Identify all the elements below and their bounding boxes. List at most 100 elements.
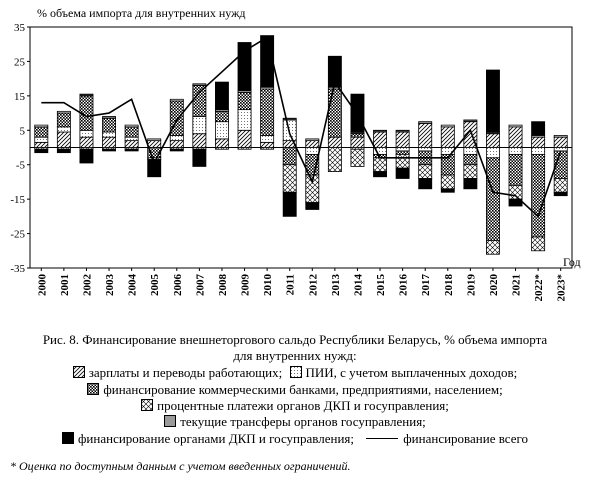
- bar-segment: [486, 69, 500, 133]
- bar-segment: [56, 112, 71, 128]
- bar-segment: [34, 126, 49, 138]
- bar-segment: [305, 147, 320, 155]
- bar-segment: [508, 124, 523, 128]
- legend-swatch-transfers: [164, 415, 177, 427]
- bar-segment: [486, 157, 500, 241]
- bar-segment: [237, 147, 252, 150]
- y-axis-label: % объема импорта для внутренних нужд: [37, 6, 246, 20]
- bar-segment: [169, 140, 184, 148]
- x-tick-label: 2001: [59, 274, 71, 296]
- bar-segment: [124, 136, 139, 142]
- bar-segment: [215, 138, 229, 148]
- bar-segment: [169, 148, 184, 152]
- bar-segment: [79, 148, 94, 164]
- bar-segment: [282, 117, 297, 121]
- bar-segment: [531, 147, 546, 155]
- bar-segment: [192, 83, 207, 86]
- bar-segment: [260, 88, 275, 136]
- bar-segment: [34, 148, 49, 154]
- y-tick-label: 35: [14, 22, 26, 34]
- x-tick-label: 2013: [330, 274, 342, 297]
- bar-segment: [395, 153, 410, 169]
- legend-label-fdi: ПИИ, с учетом выплаченных доходов;: [305, 365, 518, 380]
- bar-segment: [305, 202, 320, 210]
- bar-segment: [553, 147, 568, 152]
- bar-segment: [102, 131, 116, 138]
- y-tick-label: 25: [14, 56, 26, 68]
- y-tick-label: 5: [20, 125, 26, 137]
- bar-segment: [418, 121, 433, 124]
- x-tick-label: 2021: [511, 274, 523, 296]
- legend-row-2: финансирование коммерческими банками, пр…: [0, 382, 590, 398]
- x-tick-label: 2023*: [556, 274, 568, 302]
- bar-segment: [553, 136, 568, 148]
- bar-segment: [418, 164, 433, 179]
- x-tick-label: 2020: [488, 274, 500, 297]
- bar-segment: [215, 110, 229, 123]
- bar-segment: [215, 81, 229, 111]
- total-line: [41, 36, 562, 218]
- figure-caption-line2: для внутренних нужд:: [233, 348, 357, 363]
- bar-segment: [531, 136, 546, 148]
- bar-segment: [305, 138, 320, 142]
- legend-item-gov: финансирование органами ДКП и госуправле…: [62, 431, 354, 447]
- bar-segment: [418, 147, 433, 152]
- bar-segment: [260, 147, 275, 150]
- bar-segment: [440, 174, 455, 190]
- figure-caption-line1: Рис. 8. Финансирование внешнеторгового с…: [42, 332, 548, 347]
- legend-label-banks: финансирование коммерческими банками, пр…: [103, 382, 503, 397]
- legend-row-5: финансирование органами ДКП и госуправле…: [0, 431, 590, 447]
- legend-row-1: зарплаты и переводы работающих; ПИИ, с у…: [0, 365, 590, 381]
- bar-segment: [553, 135, 568, 138]
- x-tick-label: 2003: [104, 274, 116, 297]
- bar-segment: [418, 178, 433, 190]
- bar-segment: [486, 240, 500, 255]
- bar-segment: [237, 129, 252, 148]
- y-tick-label: -25: [10, 229, 25, 241]
- x-tick-label: 2018: [443, 274, 455, 297]
- x-tick-label: 2016: [398, 274, 410, 297]
- x-tick-label: 2011: [285, 274, 297, 295]
- bar-segment: [373, 131, 387, 148]
- legend-line-total: [366, 438, 399, 439]
- bar-segment: [147, 138, 162, 142]
- bar-segment: [169, 98, 184, 102]
- bar-segment: [169, 135, 184, 142]
- x-tick-label: 2000: [36, 274, 48, 297]
- bar-segment: [440, 124, 455, 128]
- legend-row-3: процентные платежи органов ДКП и госупра…: [0, 398, 590, 414]
- bar-segment: [34, 124, 49, 128]
- bar-segment: [373, 157, 387, 172]
- x-tick-label: 2005: [149, 274, 161, 297]
- bar-segment: [282, 191, 297, 217]
- legend-swatch-gov: [62, 432, 74, 444]
- x-tick-label: 2008: [217, 274, 229, 297]
- bar-segment: [373, 129, 387, 133]
- bar-segment: [395, 150, 410, 155]
- bar-segment: [531, 121, 546, 136]
- x-tick-label: 2002: [81, 274, 93, 297]
- bar-segment: [553, 191, 568, 197]
- x-tick-label: 2010: [262, 274, 274, 297]
- bar-segment: [260, 135, 275, 143]
- bar-segment: [463, 153, 478, 166]
- bar-segment: [486, 133, 500, 148]
- bar-segment: [215, 121, 229, 140]
- legend-swatch-interest: [141, 399, 154, 411]
- legend-swatch-banks: [87, 383, 100, 395]
- bar-segment: [34, 141, 49, 148]
- legend-item-total: финансирование всего: [361, 431, 528, 447]
- legend-label-interest: процентные платежи органов ДКП и госупра…: [157, 398, 449, 413]
- legend-swatch-wages: [72, 366, 85, 378]
- bar-segment: [260, 141, 275, 148]
- bar-segment: [56, 110, 71, 114]
- legend-item-wages: зарплаты и переводы работающих;: [72, 365, 282, 381]
- bar-segment: [102, 116, 116, 119]
- bar-segment: [395, 131, 410, 148]
- bar-segment: [102, 136, 116, 148]
- y-tick-label: -35: [10, 263, 25, 275]
- bar-segment: [192, 133, 207, 148]
- bar-segment: [440, 188, 455, 193]
- bar-segment: [56, 148, 71, 154]
- legend-label-transfers: текущие трансферы органов госуправления;: [180, 414, 426, 429]
